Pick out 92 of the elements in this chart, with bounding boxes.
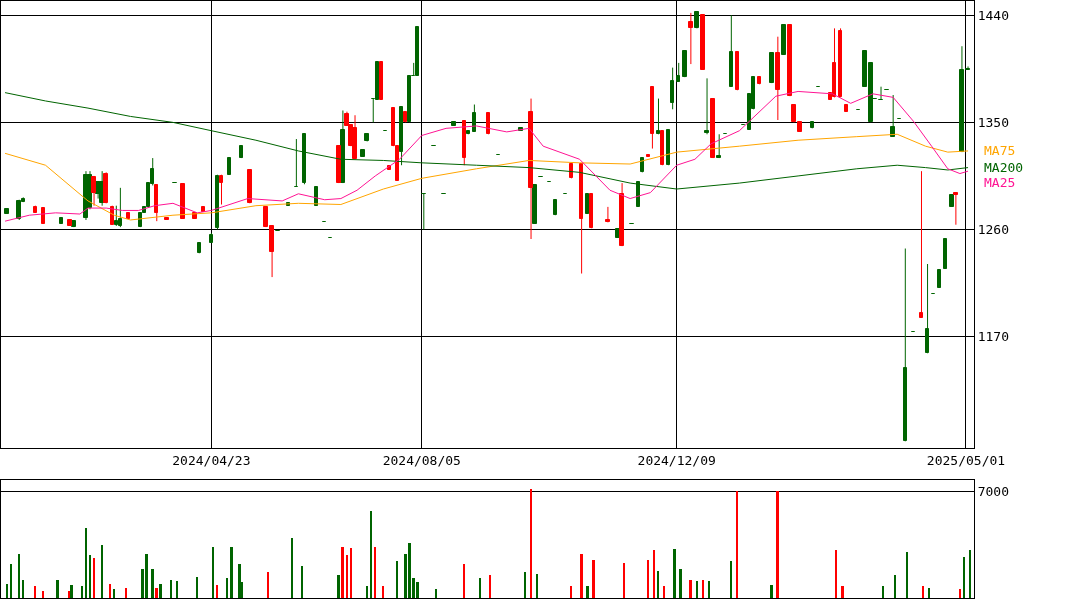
bar (894, 575, 896, 599)
bar (85, 528, 87, 599)
bar (479, 578, 481, 599)
bar (580, 554, 583, 599)
bar (653, 550, 655, 599)
line-series (4, 90, 969, 222)
bar (159, 584, 162, 599)
bar (212, 547, 214, 599)
bar (337, 575, 340, 599)
x-tick-label: 2024/04/23 (172, 453, 251, 469)
bar (435, 589, 437, 599)
bar (155, 588, 158, 599)
bar (396, 561, 398, 599)
y-tick-label: 1170 (977, 329, 1009, 345)
bar (623, 563, 625, 599)
bar (170, 580, 172, 599)
bar (530, 489, 532, 599)
bar (93, 558, 95, 599)
bar (70, 585, 73, 599)
bar (301, 566, 303, 599)
bar (267, 572, 269, 599)
bar (416, 582, 419, 599)
bar (18, 554, 20, 599)
bar (524, 572, 526, 599)
bar (730, 561, 732, 599)
bar (176, 581, 178, 599)
bar (366, 586, 368, 599)
y-tick-label: 1350 (977, 114, 1009, 130)
y-tick-label: 7000 (977, 483, 1009, 499)
bar (663, 586, 665, 599)
series-label: MA75 (984, 143, 1016, 158)
bar (101, 545, 103, 599)
bar (776, 491, 779, 599)
bar (770, 585, 773, 599)
bar (647, 560, 649, 599)
x-tick-label: 2024/12/09 (637, 453, 716, 469)
bar (350, 548, 352, 599)
bar (708, 581, 710, 599)
bar (291, 538, 293, 599)
bar (42, 591, 44, 599)
bar (230, 547, 233, 599)
bar (6, 584, 8, 599)
bar (10, 564, 12, 599)
bar (81, 586, 83, 599)
y-tick-label: 1440 (977, 7, 1009, 23)
bar (570, 586, 572, 599)
bar (89, 555, 91, 599)
bar (963, 557, 965, 599)
bar (959, 589, 961, 599)
bar (696, 581, 698, 599)
bar (928, 588, 930, 599)
bar (109, 584, 111, 599)
series-label: MA25 (984, 175, 1016, 190)
bar (689, 580, 692, 599)
bar (370, 511, 372, 599)
bar (463, 564, 465, 599)
bar (382, 586, 384, 599)
bar (841, 586, 844, 599)
x-tick-label: 2025/05/01 (926, 453, 1006, 469)
bar (673, 549, 676, 599)
candlestick (646, 154, 650, 157)
bar (657, 571, 659, 599)
bar (702, 580, 704, 599)
bar (536, 574, 538, 599)
bar (216, 585, 218, 599)
bar (56, 580, 59, 599)
bar (113, 589, 115, 599)
bar (489, 575, 491, 599)
bar (145, 554, 148, 599)
bar (736, 491, 738, 599)
bar (882, 586, 884, 599)
bar (125, 588, 127, 599)
bar (679, 569, 682, 599)
bar (835, 550, 837, 599)
bar (226, 578, 228, 599)
x-tick-label: 2024/08/05 (382, 453, 461, 469)
bar (969, 550, 971, 599)
bar (408, 543, 411, 599)
bar (922, 586, 924, 599)
bar (34, 586, 36, 599)
bar (346, 555, 348, 599)
bar (586, 586, 589, 599)
bar (196, 577, 198, 599)
bar (592, 560, 595, 599)
y-tick-label: 1260 (977, 222, 1009, 238)
series-label: MA200 (984, 160, 1024, 175)
bar (22, 580, 24, 599)
bar (151, 569, 154, 599)
line-series (4, 133, 969, 221)
bar (341, 547, 344, 599)
bar (906, 552, 908, 599)
bar (374, 547, 376, 599)
